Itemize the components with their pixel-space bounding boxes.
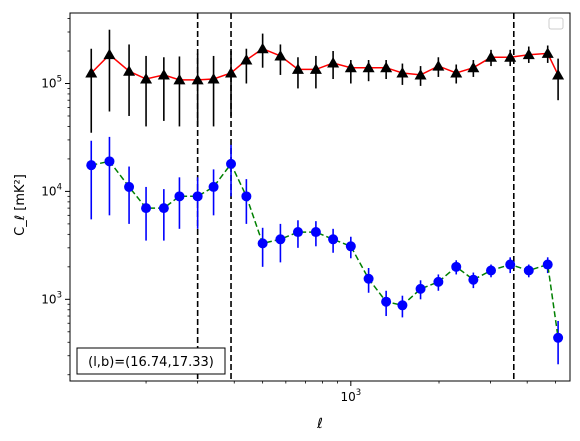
circle-marker bbox=[523, 265, 534, 276]
triangle-marker bbox=[380, 61, 393, 73]
annotation-text: (l,b)=(16.74,17.33) bbox=[88, 355, 214, 370]
legend-box bbox=[548, 17, 564, 30]
triangle-marker bbox=[344, 61, 357, 73]
circle-marker bbox=[104, 156, 115, 167]
circle-marker bbox=[486, 265, 497, 276]
triangle-marker bbox=[396, 67, 409, 78]
circle-marker bbox=[226, 158, 237, 169]
triangle-marker bbox=[504, 51, 517, 62]
series-line bbox=[91, 160, 559, 338]
triangle-marker bbox=[274, 49, 287, 61]
triangle-marker bbox=[327, 56, 340, 68]
circle-marker bbox=[86, 160, 97, 171]
circle-marker bbox=[381, 296, 392, 307]
circle-marker bbox=[328, 234, 339, 245]
triangle-marker bbox=[467, 61, 480, 73]
y-tick-label: 104 bbox=[41, 182, 62, 198]
triangle-marker bbox=[450, 67, 463, 78]
circle-marker bbox=[415, 283, 426, 294]
triangle-marker bbox=[485, 51, 498, 62]
triangle-marker bbox=[256, 42, 269, 54]
series-line bbox=[90, 47, 559, 81]
y-tick-label: 105 bbox=[41, 74, 62, 90]
series-2 bbox=[86, 136, 564, 365]
triangle-marker bbox=[552, 68, 565, 80]
circle-marker bbox=[192, 191, 203, 202]
triangle-marker bbox=[432, 60, 445, 71]
triangle-marker bbox=[85, 67, 98, 78]
series-1 bbox=[85, 29, 565, 133]
triangle-marker bbox=[157, 68, 170, 80]
circle-marker bbox=[542, 259, 553, 270]
triangle-marker bbox=[522, 48, 535, 60]
circle-marker bbox=[174, 191, 185, 202]
circle-marker bbox=[363, 273, 374, 284]
circle-marker bbox=[433, 276, 444, 287]
circle-marker bbox=[141, 203, 152, 214]
x-tick-label: 103 bbox=[340, 388, 361, 404]
circle-marker bbox=[505, 259, 516, 270]
triangle-marker bbox=[362, 61, 375, 73]
circle-marker bbox=[310, 227, 321, 238]
triangle-marker bbox=[207, 73, 220, 84]
y-tick-label: 103 bbox=[41, 290, 62, 306]
data-series bbox=[85, 29, 565, 365]
annotation-box: (l,b)=(16.74,17.33) bbox=[76, 347, 226, 375]
circle-marker bbox=[451, 261, 462, 272]
circle-marker bbox=[292, 227, 303, 238]
y-axis-label: C_ℓ [mK²] bbox=[13, 174, 28, 236]
triangle-marker bbox=[309, 63, 322, 74]
x-axis-label: ℓ bbox=[316, 416, 323, 432]
triangle-marker bbox=[173, 73, 186, 85]
circle-marker bbox=[397, 300, 408, 311]
triangle-marker bbox=[414, 68, 427, 80]
triangle-marker bbox=[191, 73, 204, 85]
triangle-marker bbox=[291, 63, 304, 74]
triangle-marker bbox=[240, 54, 253, 65]
circle-marker bbox=[275, 234, 286, 245]
circle-marker bbox=[345, 241, 356, 252]
triangle-marker bbox=[103, 48, 116, 60]
circle-marker bbox=[553, 332, 564, 343]
circle-marker bbox=[124, 181, 135, 192]
circle-marker bbox=[468, 274, 479, 285]
triangle-marker bbox=[541, 47, 554, 58]
plot-frame bbox=[69, 12, 571, 382]
circle-marker bbox=[158, 203, 169, 214]
circle-marker bbox=[241, 191, 252, 202]
triangle-marker bbox=[225, 67, 238, 78]
circle-marker bbox=[208, 181, 219, 192]
triangle-marker bbox=[140, 73, 153, 84]
triangle-marker bbox=[123, 65, 136, 76]
circle-marker bbox=[257, 238, 268, 249]
